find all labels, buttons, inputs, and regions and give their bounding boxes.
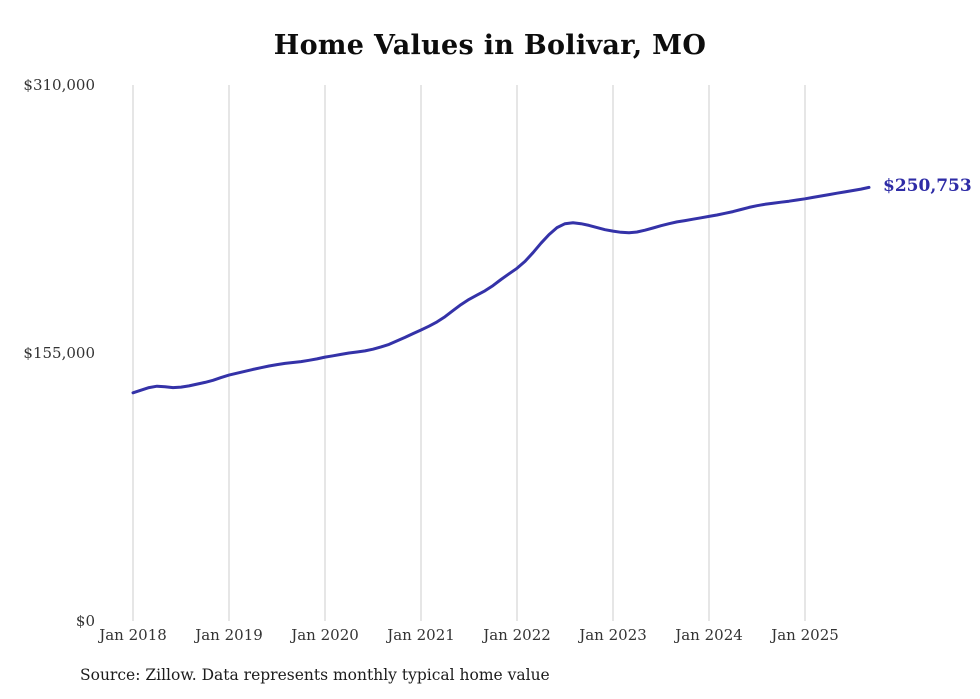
x-tick-label: Jan 2018 xyxy=(97,626,167,644)
chart-title: Home Values in Bolivar, MO xyxy=(273,30,707,61)
x-tick-label: Jan 2020 xyxy=(289,626,359,644)
source-note: Source: Zillow. Data represents monthly … xyxy=(80,666,550,684)
x-tick-label: Jan 2025 xyxy=(769,626,839,644)
home-value-line xyxy=(131,185,871,395)
y-tick-label: $310,000 xyxy=(23,76,95,94)
current-value-label: $250,753 xyxy=(883,176,972,197)
x-tick-label: Jan 2021 xyxy=(385,626,455,644)
x-tick-label: Jan 2024 xyxy=(673,626,743,644)
y-tick-label: $0 xyxy=(76,612,95,630)
x-tick-label: Jan 2022 xyxy=(481,626,551,644)
y-tick-label: $155,000 xyxy=(23,344,95,362)
x-tick-label: Jan 2023 xyxy=(577,626,647,644)
x-tick-label: Jan 2019 xyxy=(193,626,263,644)
